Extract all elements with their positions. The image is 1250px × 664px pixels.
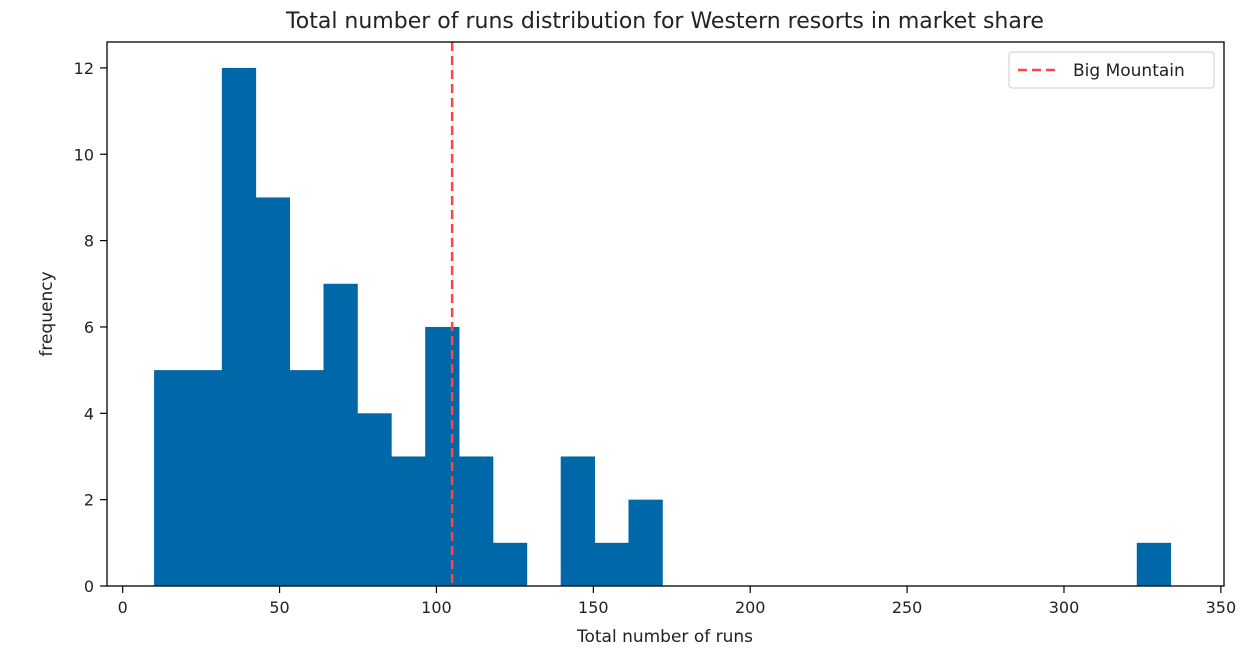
histogram-bar <box>560 456 595 586</box>
histogram-bar <box>425 326 460 586</box>
histogram-bars <box>154 67 1172 586</box>
histogram-bar <box>323 283 358 586</box>
histogram-bar <box>255 197 291 586</box>
y-tick-label: 2 <box>84 491 94 510</box>
x-tick-label: 50 <box>269 598 289 617</box>
x-tick-label: 350 <box>1206 598 1237 617</box>
x-tick-label: 250 <box>892 598 923 617</box>
x-tick-label: 0 <box>118 598 128 617</box>
chart-title: Total number of runs distribution for We… <box>285 9 1044 34</box>
x-tick-label: 300 <box>1049 598 1080 617</box>
y-tick-label: 8 <box>84 232 94 251</box>
histogram-bar <box>628 499 663 586</box>
histogram-bar <box>187 370 223 586</box>
histogram-bar <box>1136 542 1172 586</box>
y-tick-label: 6 <box>84 318 94 337</box>
legend-label-big-mountain: Big Mountain <box>1073 61 1185 81</box>
y-tick-label: 4 <box>84 404 94 423</box>
y-axis-label: frequency <box>37 271 57 356</box>
x-axis-label: Total number of runs <box>576 627 753 647</box>
histogram-bar <box>221 67 257 586</box>
histogram-bar <box>594 542 629 586</box>
x-tick-label: 150 <box>578 598 609 617</box>
x-tick-label: 200 <box>735 598 766 617</box>
x-axis-ticks: 0 50 100 150 200 250 300 350 <box>118 586 1237 617</box>
histogram-bar <box>459 456 494 586</box>
y-tick-label: 10 <box>74 145 94 164</box>
y-axis-ticks: 0 2 4 6 8 10 12 <box>74 59 107 596</box>
histogram-bar <box>289 370 324 586</box>
y-tick-label: 12 <box>74 59 94 78</box>
legend-box <box>1008 51 1215 89</box>
histogram-bar <box>391 456 426 586</box>
x-tick-label: 100 <box>421 598 452 617</box>
legend: Big Mountain <box>1008 51 1215 89</box>
plot-frame <box>106 41 1225 587</box>
histogram-bar <box>357 413 392 586</box>
y-tick-label: 0 <box>84 577 94 596</box>
histogram-bar <box>154 370 189 586</box>
histogram-bar <box>492 542 528 586</box>
